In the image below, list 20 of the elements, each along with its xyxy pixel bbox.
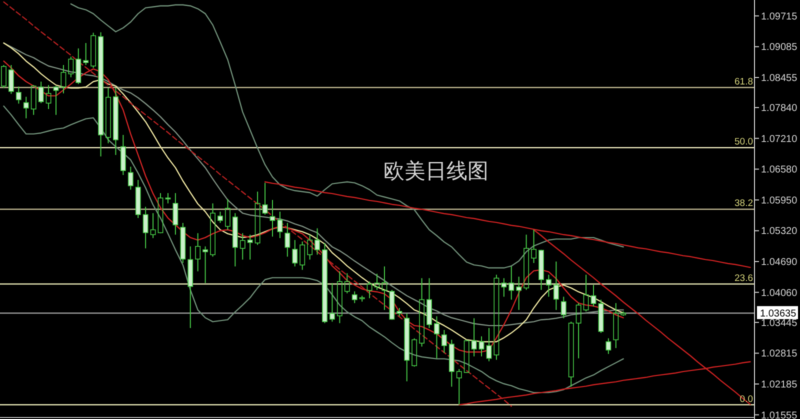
y-tick-label: 1.06580 <box>761 164 798 176</box>
y-tick-label: 1.05950 <box>761 195 798 206</box>
annotation: 50.0 <box>734 136 753 148</box>
y-tick-label: 1.07840 <box>761 103 798 114</box>
y-tick-label: 1.09715 <box>761 11 798 22</box>
y-tick-label: 1.04060 <box>761 288 798 299</box>
y-tick-label: 1.04690 <box>761 257 798 268</box>
annotation: 61.8 <box>734 76 753 88</box>
y-tick-label: 1.08455 <box>761 72 798 84</box>
annotation: 23.6 <box>734 273 753 284</box>
y-tick-label: 1.05320 <box>761 226 798 238</box>
y-tick-label: 1.07210 <box>761 134 798 145</box>
ref-line-label: 1.03635 <box>760 308 797 320</box>
y-tick-label: 1.02185 <box>761 380 798 390</box>
text: 欧美日线图 <box>384 159 488 183</box>
annotation: 38.2 <box>734 198 753 210</box>
y-tick-label: 1.01555 <box>761 410 798 419</box>
y-tick-label: 1.03445 <box>761 318 798 329</box>
y-tick-label: 1.09085 <box>761 42 798 54</box>
y-tick-label: 1.02815 <box>761 348 798 360</box>
